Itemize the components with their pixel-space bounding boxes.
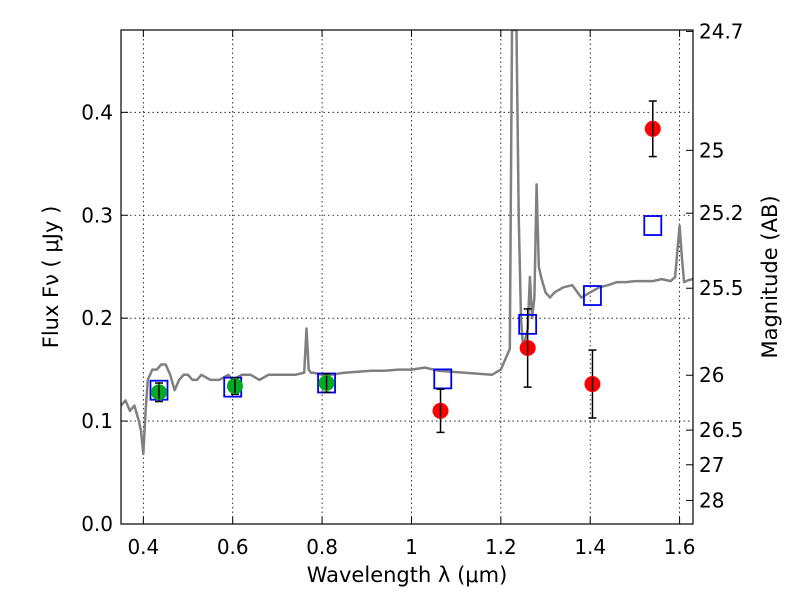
- marker-layer: [149, 100, 663, 434]
- y-tick-label: 0.3: [81, 203, 113, 227]
- x-tick-label: 1.4: [574, 535, 606, 559]
- model-flux-square: [643, 215, 663, 236]
- series-layer: [121, 30, 693, 456]
- right-tick-label: 25: [699, 138, 724, 162]
- y-tick-label: 0.1: [81, 409, 113, 433]
- x-tick-label: 1.6: [664, 535, 696, 559]
- y-axis-label: Flux Fν ( μJy ): [39, 206, 63, 349]
- right-tick-label: 27: [699, 453, 724, 477]
- plot-background: [121, 30, 693, 524]
- right-tick-label: 26: [699, 363, 724, 387]
- right-axis-label: Magnitude (AB): [758, 195, 782, 358]
- right-tick-label: 26.5: [699, 418, 744, 442]
- model-flux-square: [433, 368, 453, 390]
- x-tick-label: 1.2: [485, 535, 517, 559]
- ticks: 0.4 0.6 0.8 1 1.2 1.4 1.6 0.0 0.1 0.2 0.3 0.4 24.7 25…: [81, 19, 743, 559]
- model-spectrum-line: [121, 30, 693, 456]
- x-tick-label: 0.4: [127, 535, 159, 559]
- x-tick-label: 1: [405, 535, 418, 559]
- y-tick-label: 0.2: [81, 306, 113, 330]
- model-flux-square: [583, 285, 602, 306]
- x-tick-label: 0.6: [217, 535, 249, 559]
- plot-frame: [120, 29, 694, 525]
- right-tick-label: 25.5: [699, 276, 744, 300]
- x-tick-label: 0.8: [306, 535, 338, 559]
- right-tick-label: 28: [699, 488, 724, 512]
- right-tick-label: 25.2: [699, 201, 744, 225]
- right-tick-label: 24.7: [699, 19, 744, 43]
- x-axis-label: Wavelength λ (μm): [307, 563, 508, 587]
- y-tick-label: 0.4: [81, 100, 113, 124]
- y-tick-label: 0.0: [81, 512, 113, 536]
